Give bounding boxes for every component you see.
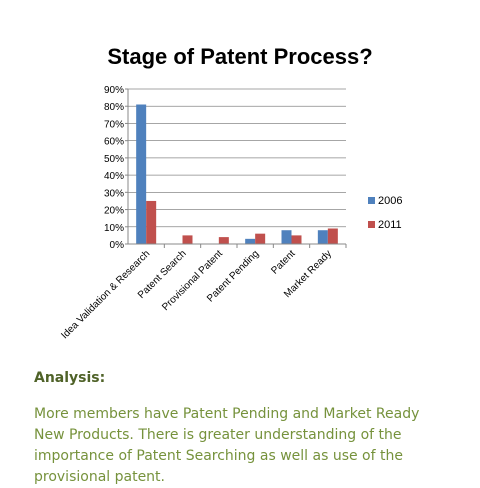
bar-2006-4 — [281, 230, 292, 244]
y-tick-label: 90% — [104, 85, 124, 96]
bar-2011-1 — [182, 235, 193, 244]
x-tick-label: Patent — [269, 248, 297, 276]
y-axis-ticks: 0% 10% 20% 30% 40% 50% 60% 70% 80% 90% — [104, 85, 128, 251]
bar-chart: 0% 10% 20% 30% 40% 50% 60% 70% 80% 90% Idea Valid… — [59, 85, 402, 341]
chart-title: Stage of Patent Process? — [107, 44, 373, 69]
y-tick-label: 30% — [104, 188, 124, 199]
y-tick-label: 70% — [104, 119, 124, 130]
y-tick-label: 20% — [104, 206, 124, 217]
analysis-heading: Analysis: — [34, 370, 106, 386]
legend-label-2006: 2006 — [378, 195, 402, 207]
gridlines — [128, 88, 346, 228]
bar-2011-3 — [255, 233, 266, 244]
analysis-text: More members have Patent Pending and Mar… — [34, 406, 420, 485]
y-tick-label: 0% — [110, 240, 125, 251]
bars — [136, 104, 338, 244]
bar-2011-2 — [218, 237, 229, 244]
y-tick-label: 60% — [104, 137, 124, 148]
bar-2011-4 — [291, 235, 302, 244]
y-tick-label: 80% — [104, 102, 124, 113]
y-tick-label: 10% — [104, 223, 124, 234]
bar-2006-0 — [136, 104, 147, 244]
y-tick-label: 40% — [104, 171, 124, 182]
axes — [127, 89, 347, 248]
bar-2006-3 — [245, 238, 256, 244]
legend-swatch-2011 — [368, 221, 375, 228]
legend-label-2011: 2011 — [378, 219, 402, 231]
bar-2011-0 — [146, 200, 157, 244]
legend-swatch-2006 — [368, 197, 375, 204]
bar-2006-5 — [317, 230, 328, 244]
legend: 2006 2011 — [368, 195, 402, 231]
y-tick-label: 50% — [104, 154, 124, 165]
bar-2011-5 — [327, 228, 338, 244]
